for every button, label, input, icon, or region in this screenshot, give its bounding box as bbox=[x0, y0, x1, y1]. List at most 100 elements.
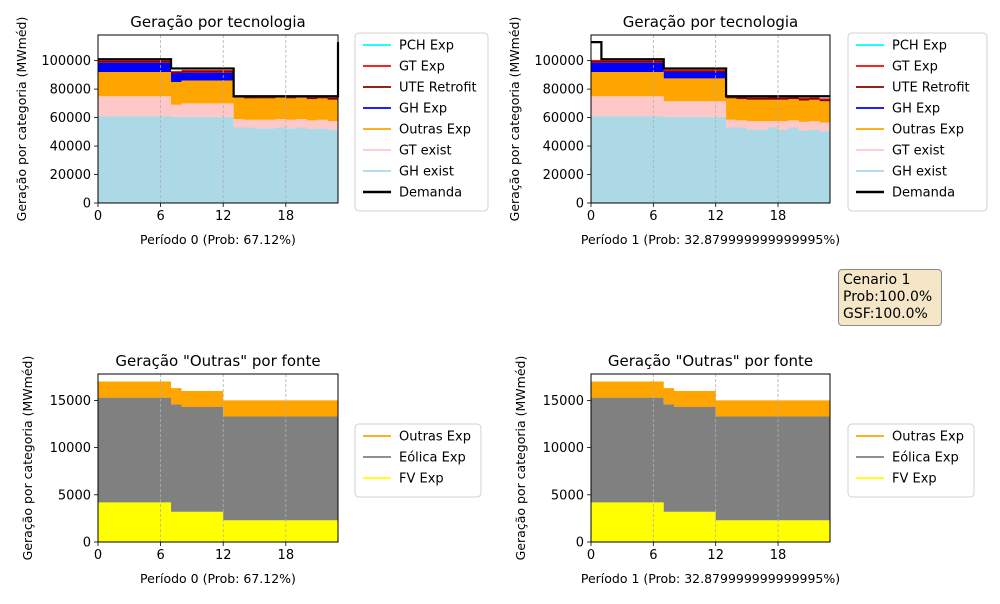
legend-label: PCH Exp bbox=[399, 39, 454, 54]
plot-frame bbox=[590, 373, 831, 543]
legend-label: GH exist bbox=[399, 165, 454, 180]
demand-line bbox=[591, 41, 830, 98]
chart-panel-3: 0 6 12 18 0 5000 10000 15000 Geração "Outras" po… bbox=[513, 352, 975, 586]
x-tick-label: 6 bbox=[649, 548, 657, 563]
x-tick-label: 12 bbox=[707, 209, 724, 224]
series-area-outras-exp bbox=[98, 381, 338, 417]
series-area-outras-exp bbox=[591, 381, 830, 417]
y-axis-label: Geração por categoria (MWméd) bbox=[20, 356, 35, 561]
chart-title: Geração por tecnologia bbox=[130, 13, 306, 31]
legend-label: UTE Retrofit bbox=[892, 81, 970, 96]
legend-box bbox=[354, 32, 489, 212]
series-area-e-lica-exp bbox=[98, 397, 338, 521]
y-tick-label: 0 bbox=[576, 536, 584, 551]
y-tick-label: 80000 bbox=[543, 83, 584, 98]
x-tick-label: 18 bbox=[278, 548, 295, 563]
scenario-info-box: Cenario 1 Prob:100.0% GSF:100.0% bbox=[838, 269, 942, 326]
legend: Outras Exp Eólica Exp FV Exp bbox=[847, 423, 975, 498]
demand-line bbox=[98, 42, 340, 98]
series-area-gt-exist bbox=[98, 96, 338, 130]
scenario-probability: Prob:100.0% bbox=[843, 289, 933, 305]
y-tick-label: 100000 bbox=[41, 54, 91, 69]
legend-label: FV Exp bbox=[399, 472, 444, 487]
x-tick-label: 18 bbox=[770, 548, 787, 563]
legend-label: GH Exp bbox=[399, 102, 447, 117]
y-tick-label: 0 bbox=[83, 536, 91, 551]
x-tick-label: 6 bbox=[649, 209, 657, 224]
x-tick-label: 18 bbox=[278, 209, 295, 224]
y-tick-label: 5000 bbox=[551, 488, 584, 503]
x-axis-label: Período 1 (Prob: 32.879999999999995%) bbox=[581, 571, 840, 586]
legend: PCH Exp GT Exp UTE Retrofit GH Exp Outras Ex… bbox=[354, 32, 489, 212]
x-tick-label: 6 bbox=[156, 209, 164, 224]
chart-panel-0: 0 6 12 18 0 20000 40000 60000 80000 100000 Geração… bbox=[14, 13, 489, 247]
x-axis-label: Período 0 (Prob: 67.12%) bbox=[140, 232, 296, 247]
y-tick-label: 80000 bbox=[50, 83, 91, 98]
series-area-gh-exp bbox=[98, 62, 338, 100]
x-axis-label: Período 0 (Prob: 67.12%) bbox=[140, 571, 296, 586]
chart-panel-1: 0 6 12 18 0 20000 40000 60000 80000 100000 Geração… bbox=[507, 13, 988, 247]
legend-box bbox=[847, 32, 988, 212]
y-tick-label: 15000 bbox=[50, 394, 91, 409]
series-area-gh-exist bbox=[591, 116, 830, 203]
x-tick-label: 0 bbox=[587, 209, 595, 224]
plot-frame bbox=[97, 373, 339, 543]
y-axis-label: Geração por categoria (MWméd) bbox=[14, 17, 29, 222]
y-axis-label: Geração por categoria (MWméd) bbox=[513, 356, 528, 561]
y-tick-label: 15000 bbox=[543, 394, 584, 409]
x-tick-label: 0 bbox=[94, 548, 102, 563]
legend: Outras Exp Eólica Exp FV Exp bbox=[354, 423, 482, 498]
series-area-gt-exist bbox=[591, 96, 830, 132]
legend-label: Outras Exp bbox=[399, 123, 471, 138]
series-area-e-lica-exp bbox=[591, 397, 830, 521]
legend-label: GH exist bbox=[892, 165, 947, 180]
y-tick-label: 100000 bbox=[534, 54, 584, 69]
legend-label: GH Exp bbox=[892, 102, 940, 117]
scenario-name: Cenario 1 bbox=[843, 272, 911, 288]
legend-label: Outras Exp bbox=[892, 430, 964, 445]
y-tick-label: 60000 bbox=[50, 111, 91, 126]
chart-title: Geração "Outras" por fonte bbox=[115, 352, 320, 370]
y-tick-label: 0 bbox=[83, 197, 91, 212]
legend-label: GT exist bbox=[892, 144, 945, 159]
chart-panel-2: 0 6 12 18 0 5000 10000 15000 Geração "Outras" po… bbox=[20, 352, 482, 586]
y-tick-label: 20000 bbox=[50, 168, 91, 183]
legend-label: GT exist bbox=[399, 144, 452, 159]
legend-label: FV Exp bbox=[892, 472, 937, 487]
x-tick-label: 12 bbox=[215, 209, 232, 224]
y-tick-label: 40000 bbox=[543, 140, 584, 155]
y-tick-label: 0 bbox=[576, 197, 584, 212]
x-tick-label: 12 bbox=[215, 548, 232, 563]
y-axis-label: Geração por categoria (MWméd) bbox=[507, 17, 522, 222]
y-tick-label: 10000 bbox=[543, 441, 584, 456]
x-tick-label: 0 bbox=[587, 548, 595, 563]
x-tick-label: 12 bbox=[707, 548, 724, 563]
y-tick-label: 10000 bbox=[50, 441, 91, 456]
legend-label: Outras Exp bbox=[399, 430, 471, 445]
series-area-fv-exp bbox=[591, 502, 830, 542]
x-tick-label: 6 bbox=[156, 548, 164, 563]
x-tick-label: 18 bbox=[770, 209, 787, 224]
legend: PCH Exp GT Exp UTE Retrofit GH Exp Outras Ex… bbox=[847, 32, 988, 212]
series-area-outras-exp bbox=[98, 72, 338, 122]
plot-frame bbox=[97, 34, 339, 204]
legend-label: UTE Retrofit bbox=[399, 81, 477, 96]
legend-label: Outras Exp bbox=[892, 123, 964, 138]
series-area-gh-exp bbox=[591, 62, 830, 102]
series-area-fv-exp bbox=[98, 502, 338, 542]
legend-label: Eólica Exp bbox=[399, 451, 466, 466]
y-tick-label: 5000 bbox=[58, 488, 91, 503]
y-tick-label: 40000 bbox=[50, 140, 91, 155]
legend-label: Demanda bbox=[399, 186, 462, 201]
chart-title: Geração por tecnologia bbox=[623, 13, 799, 31]
plot-frame bbox=[590, 34, 831, 204]
x-axis-label: Período 1 (Prob: 32.879999999999995%) bbox=[581, 232, 840, 247]
series-area-gh-exist bbox=[98, 116, 338, 203]
y-tick-label: 60000 bbox=[543, 111, 584, 126]
x-tick-label: 0 bbox=[94, 209, 102, 224]
scenario-gsf: GSF:100.0% bbox=[843, 306, 928, 322]
y-tick-label: 20000 bbox=[543, 168, 584, 183]
series-area-outras-exp bbox=[591, 72, 830, 123]
legend-label: GT Exp bbox=[399, 60, 445, 75]
